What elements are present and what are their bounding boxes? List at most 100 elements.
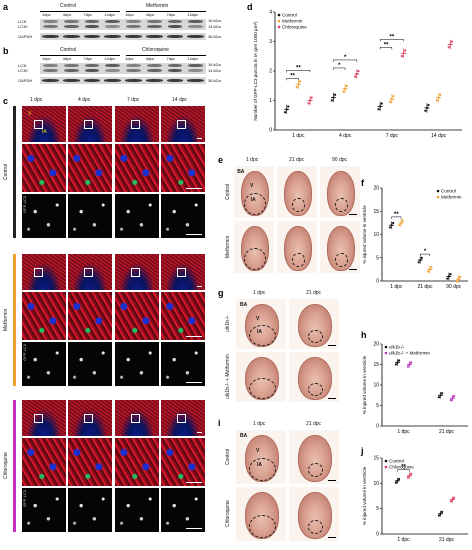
scale-bar <box>328 397 336 399</box>
scale-bar <box>186 482 202 483</box>
lc3i-band <box>167 64 183 67</box>
gapdh-band <box>187 35 204 38</box>
micrograph-overview <box>68 106 112 142</box>
blot-b-kda-14: 14 kDa <box>208 68 221 73</box>
heart-section-tile <box>289 352 339 402</box>
x-tick-label: 4 dpc <box>339 133 352 139</box>
micrograph-overview <box>161 254 205 290</box>
blot-b-lane-label: 14dpc <box>104 56 116 61</box>
y-tick-label: 20 <box>373 342 379 348</box>
heart-label-ia: IA <box>257 329 262 335</box>
data-point <box>408 363 411 366</box>
data-point <box>449 273 452 276</box>
legend-marker <box>277 25 281 29</box>
injury-outline <box>308 463 323 478</box>
legend-marker <box>436 195 440 199</box>
x-tick-label: 1 dpc <box>390 284 403 290</box>
x-tick-label: 21 dpc <box>439 429 455 435</box>
blot-a-lc3-strip <box>40 19 206 30</box>
data-point <box>394 363 397 366</box>
data-point <box>307 102 310 105</box>
legend-marker <box>384 459 388 463</box>
group-label: Metformin <box>3 308 9 332</box>
lc3i-band <box>63 64 79 67</box>
data-point <box>380 102 383 105</box>
micrograph-overview <box>22 254 66 290</box>
heart-section-tile <box>289 430 339 484</box>
panel-g-letter: g <box>218 288 224 298</box>
data-point <box>450 40 454 43</box>
injury-outline <box>292 198 305 212</box>
data-point <box>298 80 302 83</box>
blot-a-line-metformin <box>126 11 206 12</box>
data-point <box>427 103 430 107</box>
data-point <box>285 108 288 111</box>
data-point <box>400 221 403 224</box>
y-tick-label: 10 <box>373 232 379 238</box>
micrograph-gray <box>161 194 205 238</box>
chart-h: 0 5 10 15 20 % injured volume in ventricle 1 d… <box>362 342 468 435</box>
micrograph-gray <box>115 342 159 386</box>
blot-b-gapdh-strip <box>40 77 206 84</box>
heart-section-tile <box>289 299 339 349</box>
roi-box <box>84 120 93 129</box>
data-point <box>451 498 454 501</box>
micrograph-zoom <box>161 144 205 192</box>
data-point <box>332 96 335 99</box>
data-point <box>392 95 395 98</box>
roi-box <box>131 120 140 129</box>
blot-a-lane-label: 4dpc <box>145 12 155 17</box>
data-point <box>457 278 460 281</box>
data-point <box>330 99 333 102</box>
lc3ii-band <box>43 25 58 28</box>
lc3ii-band <box>84 69 100 72</box>
blot-b-lane-label: 1dpc <box>125 56 134 61</box>
heart-row-label: Control <box>225 183 231 201</box>
data-point <box>344 87 347 90</box>
blot-a-lane-label: 1dpc <box>125 12 134 17</box>
blot-b-lane-label: 4dpc <box>62 56 72 61</box>
data-point <box>400 55 404 58</box>
micrograph-zoom <box>68 144 112 192</box>
scale-bar <box>328 536 336 538</box>
y-tick-label: 4 <box>269 10 272 16</box>
injury-outline <box>244 193 266 215</box>
x-tick-label: 1 dpc <box>397 429 410 435</box>
data-point <box>406 365 409 368</box>
micrograph-overview <box>68 254 112 290</box>
blot-b-lane-label: 7dpc <box>166 56 176 61</box>
chart-d: 0 1 2 3 4 Number of GFP-LC3 puncta in IA (per… <box>253 10 462 139</box>
heart-col-label: 21 dpc <box>306 290 322 296</box>
data-point <box>396 479 399 482</box>
data-point <box>287 105 290 108</box>
legend-label: ulk1b-/- + Metformin <box>389 351 430 356</box>
heart-col-label: 21 dpc <box>306 421 322 427</box>
micrograph-zoom <box>22 144 66 192</box>
heart-section-tile <box>234 221 274 273</box>
roi-box <box>131 268 140 277</box>
significance-bracket <box>419 253 431 257</box>
y-tick-label: 20 <box>373 186 379 192</box>
y-tick-label: 3 <box>269 39 272 45</box>
micrograph-zoom <box>115 144 159 192</box>
x-tick-label: 1 dpc <box>397 537 410 543</box>
micrograph-zoom <box>68 292 112 340</box>
blot-b-lc3-strip <box>40 63 206 74</box>
micrograph-overview <box>22 400 66 436</box>
data-point <box>333 93 337 96</box>
group-color-bar <box>13 106 16 238</box>
data-point <box>345 84 348 87</box>
heart-col-label: 1 dpc <box>253 421 266 427</box>
significance-label: * <box>424 249 427 255</box>
legend-marker <box>277 19 281 23</box>
y-tick-label: 10 <box>373 481 379 487</box>
blot-a-lane-label: 14dpc <box>104 12 116 17</box>
micrograph-gray <box>68 194 112 238</box>
lc3i-band <box>105 20 120 23</box>
heart-section-tile: BA V IA <box>236 430 286 484</box>
lc3ii-band <box>188 25 203 28</box>
panel-j-letter: j <box>361 446 364 456</box>
data-point <box>417 261 420 264</box>
roi-box <box>34 268 43 277</box>
data-point <box>398 224 401 227</box>
